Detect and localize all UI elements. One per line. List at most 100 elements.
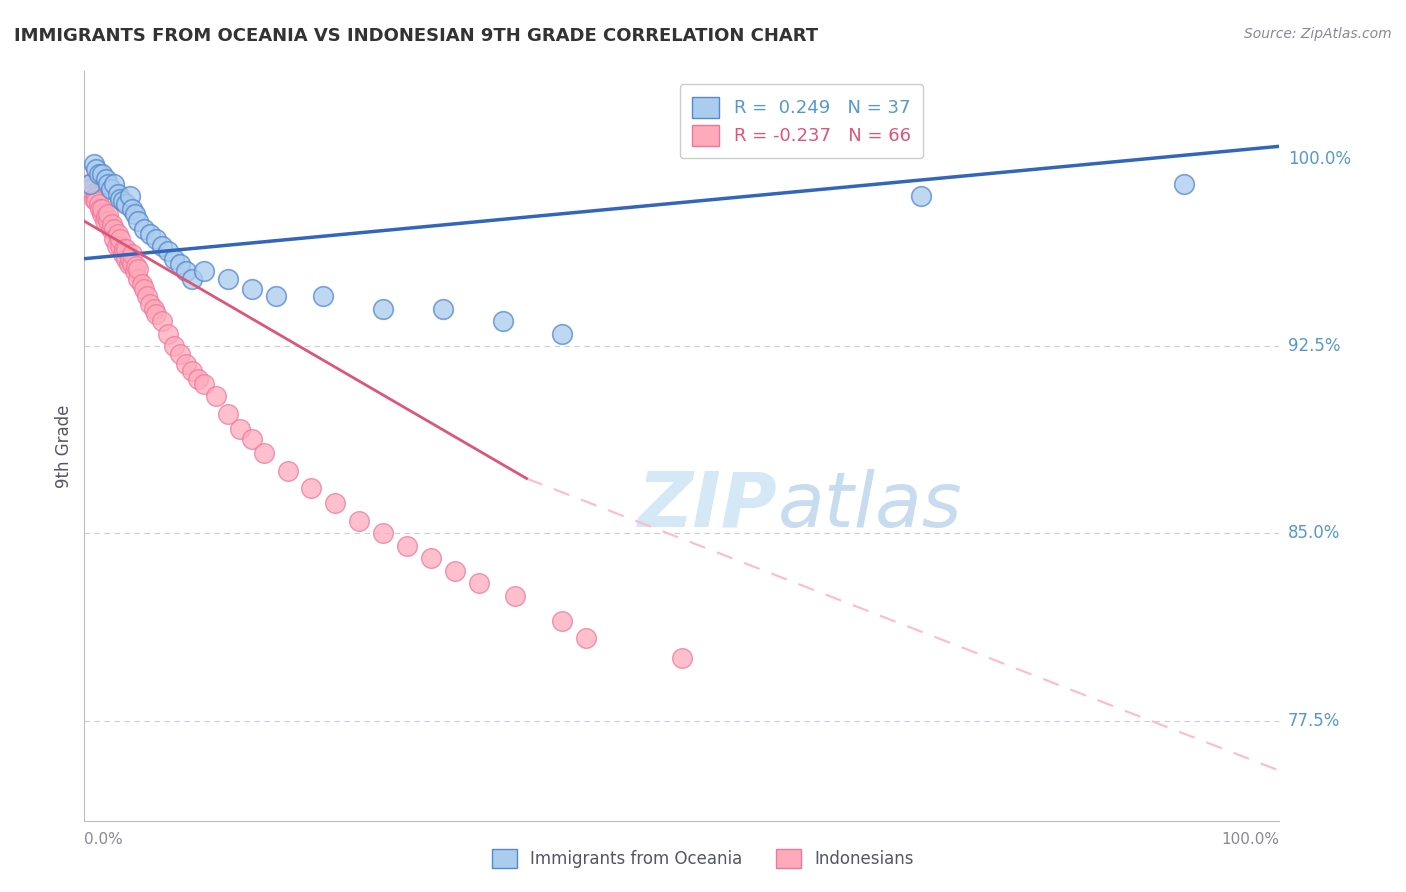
Point — [101, 217, 124, 231]
Point — [117, 257, 139, 271]
Text: IMMIGRANTS FROM OCEANIA VS INDONESIAN 9TH GRADE CORRELATION CHART: IMMIGRANTS FROM OCEANIA VS INDONESIAN 9T… — [14, 27, 818, 45]
Point — [86, 194, 108, 209]
Point — [100, 221, 122, 235]
Point — [121, 246, 143, 260]
Legend: R =  0.249   N = 37, R = -0.237   N = 66: R = 0.249 N = 37, R = -0.237 N = 66 — [679, 84, 924, 159]
Point — [110, 239, 132, 253]
Point — [83, 157, 105, 171]
Point — [124, 264, 146, 278]
Point — [79, 177, 101, 191]
Point — [217, 271, 239, 285]
Point — [103, 221, 125, 235]
Point — [118, 189, 141, 203]
Point — [193, 264, 215, 278]
Point — [91, 167, 114, 181]
Point — [77, 177, 100, 191]
Point — [229, 421, 252, 435]
Point — [121, 257, 143, 271]
Point — [240, 282, 263, 296]
Text: Source: ZipAtlas.com: Source: ZipAtlas.com — [1244, 27, 1392, 41]
Point — [187, 371, 209, 385]
Point — [94, 209, 117, 223]
Point — [174, 357, 197, 371]
Point — [910, 189, 932, 203]
Point — [132, 282, 156, 296]
Text: 100.0%: 100.0% — [1222, 831, 1279, 847]
Point — [174, 264, 197, 278]
Point — [135, 289, 157, 303]
Point — [91, 207, 114, 221]
Text: 100.0%: 100.0% — [1288, 150, 1351, 168]
Point — [349, 514, 371, 528]
Point — [91, 202, 114, 216]
Text: atlas: atlas — [778, 469, 962, 543]
Point — [86, 189, 108, 203]
Point — [253, 446, 276, 460]
Point — [468, 576, 491, 591]
Point — [373, 301, 395, 316]
Point — [87, 167, 110, 181]
Point — [193, 376, 215, 391]
Point — [373, 526, 395, 541]
Point — [551, 614, 574, 628]
Point — [181, 364, 204, 378]
Point — [163, 339, 186, 353]
Point — [163, 252, 186, 266]
Point — [118, 252, 141, 266]
Point — [89, 202, 111, 216]
Point — [169, 257, 191, 271]
Point — [112, 242, 135, 256]
Point — [169, 346, 191, 360]
Point — [264, 289, 287, 303]
Point — [139, 227, 162, 241]
Point — [132, 221, 156, 235]
Point — [181, 271, 204, 285]
Point — [142, 301, 165, 316]
Point — [103, 177, 125, 191]
Text: 85.0%: 85.0% — [1288, 524, 1340, 542]
Point — [79, 182, 101, 196]
Point — [115, 196, 138, 211]
Point — [139, 296, 162, 310]
Point — [671, 651, 693, 665]
Point — [145, 232, 167, 246]
Point — [551, 326, 574, 341]
Text: 92.5%: 92.5% — [1288, 337, 1340, 355]
Point — [325, 496, 347, 510]
Point — [82, 186, 104, 201]
Point — [115, 252, 138, 266]
Text: ZIP: ZIP — [638, 469, 778, 543]
Point — [124, 207, 146, 221]
Point — [150, 239, 173, 253]
Point — [110, 192, 132, 206]
Point — [312, 289, 335, 303]
Point — [87, 196, 110, 211]
Point — [150, 314, 173, 328]
Point — [97, 214, 120, 228]
Point — [103, 232, 125, 246]
Point — [432, 301, 454, 316]
Point — [575, 632, 598, 646]
Point — [86, 161, 108, 176]
Text: 77.5%: 77.5% — [1288, 712, 1340, 730]
Point — [240, 432, 263, 446]
Point — [105, 239, 128, 253]
Text: 0.0%: 0.0% — [84, 831, 124, 847]
Point — [111, 246, 134, 260]
Point — [83, 192, 105, 206]
Point — [444, 564, 467, 578]
Point — [503, 589, 526, 603]
Point — [157, 326, 180, 341]
Point — [127, 271, 149, 285]
Point — [111, 194, 134, 209]
Point — [127, 261, 149, 276]
Point — [100, 182, 122, 196]
Legend: Immigrants from Oceania, Indonesians: Immigrants from Oceania, Indonesians — [485, 842, 921, 875]
Point — [121, 202, 143, 216]
Point — [217, 407, 239, 421]
Point — [97, 207, 120, 221]
Point — [97, 177, 120, 191]
Point — [492, 314, 515, 328]
Point — [94, 171, 117, 186]
Point — [420, 551, 443, 566]
